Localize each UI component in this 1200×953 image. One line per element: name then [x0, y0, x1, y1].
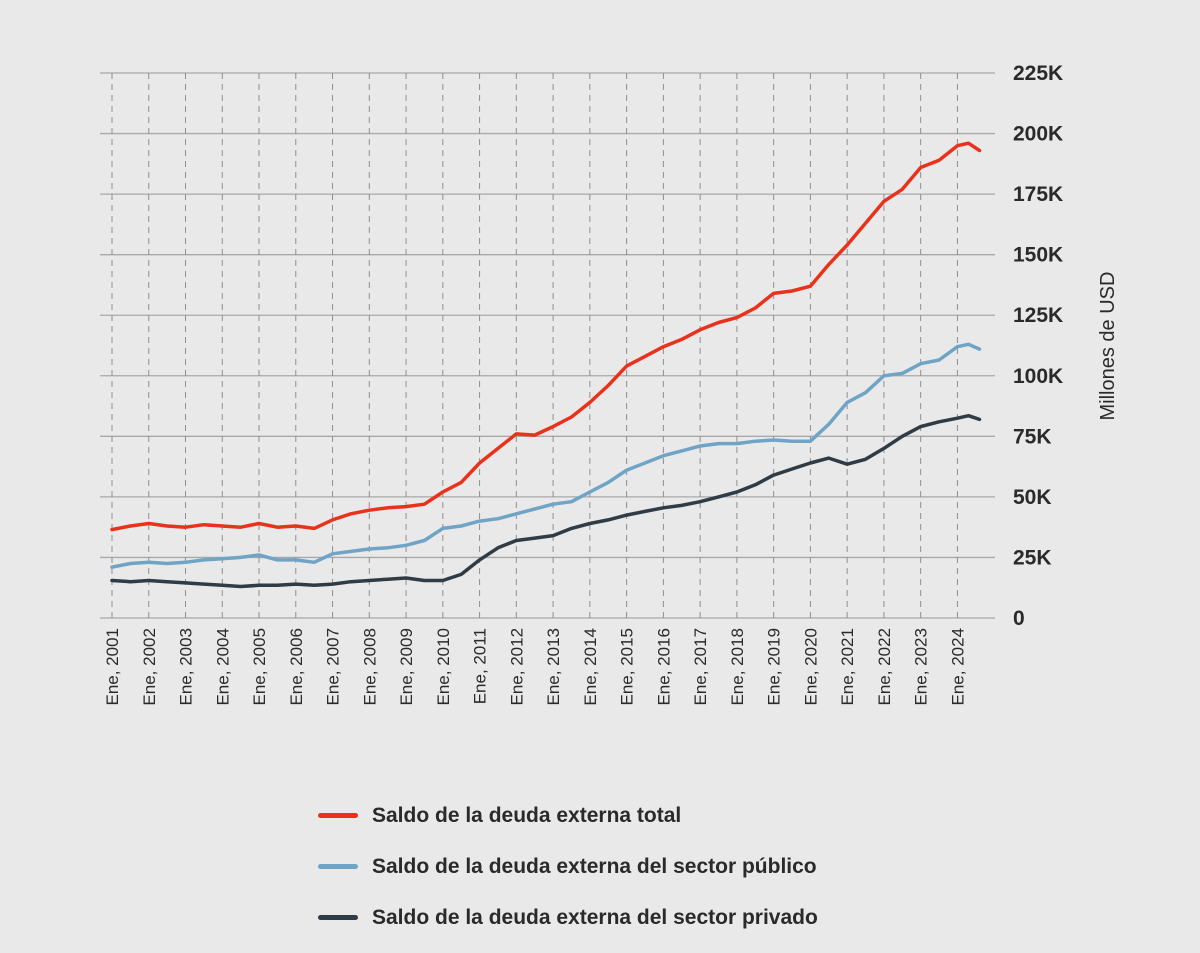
- legend-swatch-privado: [318, 915, 358, 920]
- x-tick-label-10: Ene, 2011: [471, 628, 490, 704]
- series-line-0: [110, 141, 982, 532]
- y-tick-label-5: 125K: [1013, 304, 1063, 327]
- x-tick-label-12: Ene, 2013: [544, 628, 563, 706]
- y-tick-label-4: 100K: [1013, 365, 1063, 388]
- x-tick-label-18: Ene, 2019: [765, 628, 784, 706]
- x-tick-label-3: Ene, 2004: [213, 628, 232, 706]
- x-tick-label-21: Ene, 2022: [875, 628, 894, 706]
- series-line-2: [110, 413, 982, 589]
- y-tick-label-8: 200K: [1013, 123, 1063, 146]
- x-tick-label-2: Ene, 2003: [177, 628, 196, 706]
- x-tick-label-6: Ene, 2007: [324, 628, 343, 706]
- series-lines: [110, 141, 982, 589]
- x-tick-label-5: Ene, 2006: [287, 628, 306, 706]
- x-axis-ticks: Ene, 2001 Ene, 2002 Ene, 2003 Ene, 2004 Ene,…: [103, 628, 967, 706]
- y-axis-ticks: 0 25K 50K 75K 100K 125K 150K 175K 200K 225K: [1013, 62, 1063, 630]
- y-tick-label-1: 25K: [1013, 546, 1052, 569]
- y-tick-label-9: 225K: [1013, 62, 1063, 85]
- legend-swatch-total: [318, 813, 358, 818]
- x-tick-label-14: Ene, 2015: [618, 628, 637, 706]
- x-tick-label-22: Ene, 2023: [912, 628, 931, 706]
- y-tick-label-2: 50K: [1013, 486, 1052, 509]
- x-tick-label-1: Ene, 2002: [140, 628, 159, 706]
- y-axis-label: Millones de USD: [1097, 272, 1119, 421]
- x-tick-label-23: Ene, 2024: [948, 628, 967, 706]
- x-tick-label-15: Ene, 2016: [654, 628, 673, 706]
- legend-item-privado: Saldo de la deuda externa del sector pri…: [318, 892, 818, 943]
- x-tick-label-0: Ene, 2001: [103, 628, 122, 706]
- legend: Saldo de la deuda externa total Saldo de…: [318, 790, 818, 943]
- y-tick-label-3: 75K: [1013, 425, 1052, 448]
- legend-swatch-publico: [318, 864, 358, 869]
- y-tick-label-0: 0: [1013, 607, 1025, 630]
- legend-item-publico: Saldo de la deuda externa del sector púb…: [318, 841, 818, 892]
- x-tick-label-17: Ene, 2018: [728, 628, 747, 706]
- x-tick-label-19: Ene, 2020: [801, 628, 820, 706]
- legend-label-publico: Saldo de la deuda externa del sector púb…: [372, 854, 817, 878]
- y-tick-label-6: 150K: [1013, 244, 1063, 267]
- x-tick-label-11: Ene, 2012: [507, 628, 526, 706]
- x-tick-label-16: Ene, 2017: [691, 628, 710, 706]
- x-tick-label-7: Ene, 2008: [360, 628, 379, 706]
- legend-item-total: Saldo de la deuda externa total: [318, 790, 818, 841]
- x-tick-label-8: Ene, 2009: [397, 628, 416, 706]
- x-tick-label-13: Ene, 2014: [581, 628, 600, 706]
- y-tick-label-7: 175K: [1013, 183, 1063, 206]
- x-tick-label-4: Ene, 2005: [250, 628, 269, 706]
- series-line-1: [110, 342, 982, 569]
- legend-label-privado: Saldo de la deuda externa del sector pri…: [372, 905, 818, 929]
- x-tick-label-20: Ene, 2021: [838, 628, 857, 706]
- legend-label-total: Saldo de la deuda externa total: [372, 803, 682, 827]
- x-tick-label-9: Ene, 2010: [434, 628, 453, 706]
